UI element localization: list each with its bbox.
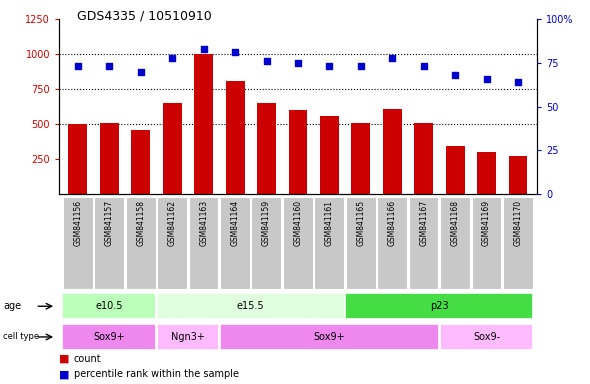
Bar: [377, 197, 407, 289]
Point: [230, 49, 240, 55]
Text: GSM841159: GSM841159: [262, 200, 271, 246]
Bar: [63, 293, 156, 319]
Point: [136, 69, 146, 75]
Bar: [94, 197, 124, 289]
Text: ■: ■: [59, 369, 70, 379]
Bar: [157, 197, 187, 289]
Text: GSM841162: GSM841162: [168, 200, 176, 246]
Text: Sox9+: Sox9+: [93, 332, 125, 342]
Bar: [509, 156, 527, 194]
Point: [356, 63, 366, 70]
Point: [104, 63, 114, 70]
Text: GSM841167: GSM841167: [419, 200, 428, 246]
Point: [450, 72, 460, 78]
Text: GSM841158: GSM841158: [136, 200, 145, 246]
Bar: [100, 122, 119, 194]
Text: GSM841156: GSM841156: [73, 200, 83, 246]
Text: age: age: [3, 301, 21, 311]
Text: GSM841164: GSM841164: [231, 200, 240, 246]
Bar: [383, 109, 402, 194]
Text: Sox9-: Sox9-: [473, 332, 500, 342]
Point: [513, 79, 523, 85]
Text: GDS4335 / 10510910: GDS4335 / 10510910: [77, 10, 211, 23]
Point: [482, 76, 491, 82]
Bar: [414, 122, 433, 194]
Point: [168, 55, 177, 61]
Point: [324, 63, 334, 70]
Text: GSM841168: GSM841168: [451, 200, 460, 246]
Text: GSM841166: GSM841166: [388, 200, 396, 246]
Bar: [352, 122, 371, 194]
Point: [293, 60, 303, 66]
Point: [388, 55, 397, 61]
Bar: [194, 54, 213, 194]
Bar: [132, 130, 150, 194]
Bar: [320, 116, 339, 194]
Bar: [251, 197, 281, 289]
Bar: [219, 324, 439, 350]
Bar: [471, 197, 502, 289]
Bar: [503, 197, 533, 289]
Bar: [477, 152, 496, 194]
Bar: [189, 197, 218, 289]
Text: GSM841161: GSM841161: [325, 200, 334, 246]
Bar: [225, 81, 244, 194]
Bar: [68, 124, 87, 194]
Text: count: count: [74, 354, 101, 364]
Bar: [157, 293, 345, 319]
Text: e15.5: e15.5: [237, 301, 264, 311]
Bar: [220, 197, 250, 289]
Text: cell type: cell type: [3, 333, 39, 341]
Text: GSM841170: GSM841170: [513, 200, 523, 246]
Bar: [163, 103, 182, 194]
Text: GSM841163: GSM841163: [199, 200, 208, 246]
Bar: [345, 293, 533, 319]
Point: [262, 58, 271, 64]
Text: ■: ■: [59, 354, 70, 364]
Bar: [63, 197, 93, 289]
Bar: [63, 324, 156, 350]
Bar: [257, 103, 276, 194]
Bar: [440, 197, 470, 289]
Bar: [157, 324, 219, 350]
Text: p23: p23: [430, 301, 449, 311]
Text: Sox9+: Sox9+: [313, 332, 345, 342]
Text: Ngn3+: Ngn3+: [171, 332, 205, 342]
Bar: [409, 197, 438, 289]
Text: GSM841160: GSM841160: [293, 200, 303, 246]
Bar: [346, 197, 376, 289]
Bar: [126, 197, 156, 289]
Bar: [445, 146, 464, 194]
Point: [419, 63, 428, 70]
Bar: [289, 110, 307, 194]
Text: GSM841165: GSM841165: [356, 200, 365, 246]
Text: e10.5: e10.5: [96, 301, 123, 311]
Bar: [314, 197, 344, 289]
Bar: [283, 197, 313, 289]
Point: [73, 63, 83, 70]
Text: GSM841157: GSM841157: [105, 200, 114, 246]
Point: [199, 46, 208, 52]
Text: GSM841169: GSM841169: [482, 200, 491, 246]
Text: percentile rank within the sample: percentile rank within the sample: [74, 369, 239, 379]
Bar: [440, 324, 533, 350]
